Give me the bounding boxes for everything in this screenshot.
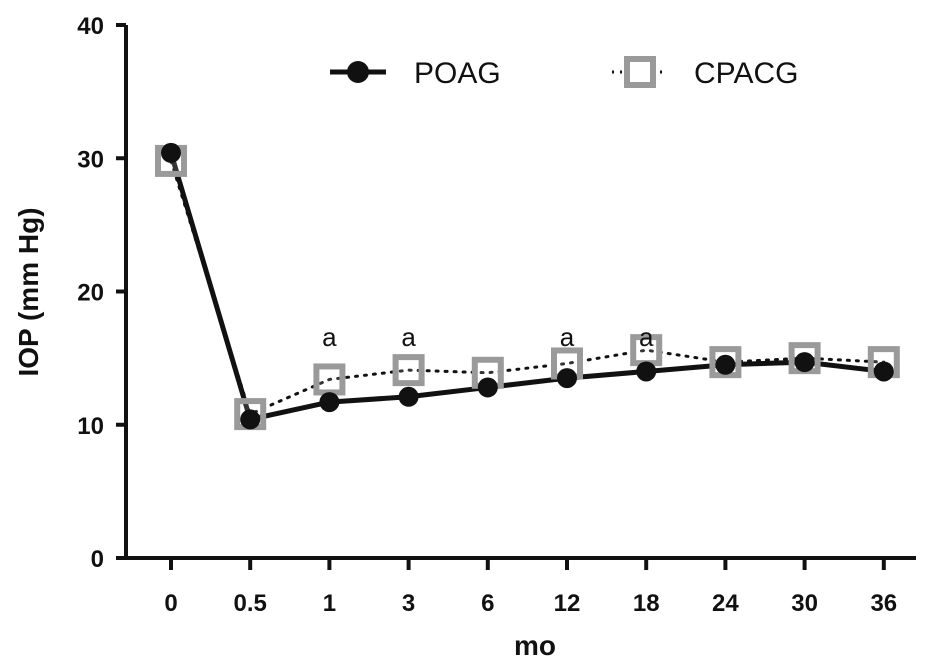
legend-cpacg-marker <box>624 56 656 88</box>
y-axis-ticks: 0 10 20 30 40 <box>77 13 126 573</box>
poag-point <box>715 354 736 375</box>
poag-point <box>398 386 419 407</box>
legend-poag-marker <box>347 61 369 83</box>
cpacg-point <box>313 363 346 396</box>
poag-point <box>240 409 261 430</box>
poag-point <box>636 361 657 382</box>
legend-item-cpacg: CPACG <box>612 56 798 90</box>
y-tick-label: 30 <box>77 146 104 173</box>
legend-item-poag: POAG <box>330 57 501 90</box>
poag-point <box>873 361 894 382</box>
significance-marker: a <box>639 322 654 352</box>
x-tick-label: 6 <box>481 590 494 617</box>
x-tick-label: 12 <box>554 590 581 617</box>
significance-marker: a <box>401 322 416 352</box>
y-tick-label: 20 <box>77 280 104 307</box>
x-tick-label: 1 <box>323 590 336 617</box>
series-cpacg-line <box>169 159 886 417</box>
x-axis-label: mo <box>514 630 556 661</box>
poag-point <box>161 142 181 163</box>
x-tick-label: 3 <box>402 590 415 617</box>
series-poag-line <box>168 152 885 422</box>
legend-poag-label: POAG <box>414 57 501 90</box>
poag-point <box>319 392 340 413</box>
legend: POAG CPACG <box>330 56 798 90</box>
x-tick-label: 0 <box>164 590 177 617</box>
cpacg-point <box>392 354 425 387</box>
significance-marker: a <box>322 322 337 352</box>
poag-point <box>794 352 815 373</box>
y-tick-label: 10 <box>77 413 104 440</box>
significance-marker: a <box>560 322 575 352</box>
x-tick-label: 30 <box>791 590 818 617</box>
y-tick-label: 0 <box>91 546 104 573</box>
poag-point <box>477 377 498 398</box>
x-tick-label: 0.5 <box>234 590 267 617</box>
x-axis-ticks: 0 0.5 1 3 6 12 18 24 30 36 <box>164 558 897 617</box>
y-axis-label: IOP (mm Hg) <box>13 207 44 376</box>
x-tick-label: 18 <box>633 590 660 617</box>
cpacg-point <box>551 347 583 380</box>
x-tick-label: 36 <box>870 590 897 617</box>
poag-point <box>557 368 577 389</box>
series-layer <box>155 142 900 431</box>
x-tick-label: 24 <box>712 590 739 617</box>
y-tick-label: 40 <box>77 13 104 40</box>
legend-cpacg-label: CPACG <box>694 57 798 90</box>
